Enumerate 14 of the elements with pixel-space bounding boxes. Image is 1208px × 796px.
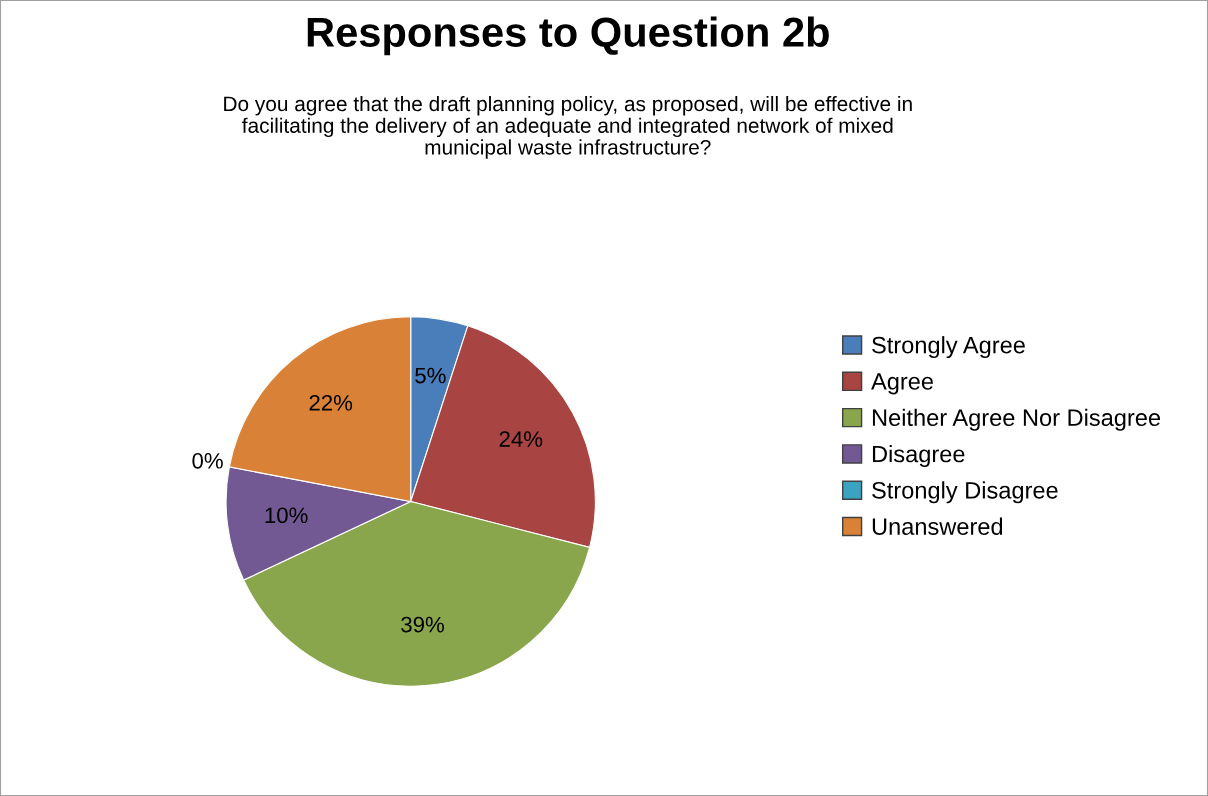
data-label: 24% xyxy=(499,431,543,447)
legend-label: Neither Agree Nor Disagree xyxy=(872,408,1161,431)
legend-label: Strongly Agree xyxy=(872,336,1025,359)
data-label: 22% xyxy=(309,394,353,411)
data-label: 10% xyxy=(265,507,308,524)
data-label: 39% xyxy=(401,616,444,633)
chart-subtitle: Do you agree that the draft planning policy, as proposed, will be effective in facilitating the delivery of an adequate and integrated network of mixed municipal waste infrastructure? xyxy=(224,95,912,159)
legend-label: Disagree xyxy=(872,445,965,468)
legend-label: Strongly Disagree xyxy=(872,481,1058,504)
chart-title: Responses to Question 2b xyxy=(307,16,829,56)
legend-label: Unanswered xyxy=(872,517,1003,535)
data-label: 5% xyxy=(415,367,446,384)
legend-label: Agree xyxy=(871,373,933,395)
text: 0% xyxy=(192,452,223,469)
